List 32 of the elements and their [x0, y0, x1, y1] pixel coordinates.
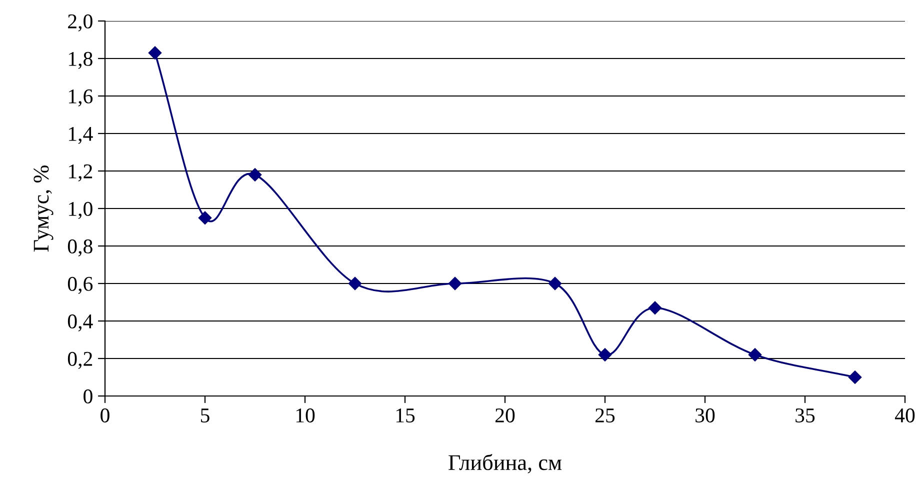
y-tick-label: 1,6: [68, 89, 93, 106]
y-tick-label: 1,8: [68, 52, 92, 69]
point: [548, 276, 562, 290]
x-tick-label: 25: [596, 408, 615, 422]
x-tick-label: 15: [396, 408, 415, 422]
x-tick-label: 5: [201, 408, 210, 422]
point: [148, 46, 162, 60]
point: [348, 276, 362, 290]
y-tick-label: 0,2: [68, 352, 92, 369]
y-tick-label: 1,4: [68, 126, 93, 144]
point: [648, 301, 662, 314]
x-tick-label: 0: [100, 408, 110, 422]
point: [198, 211, 212, 224]
y-tick-label: 1,0: [68, 202, 92, 219]
y-tick-label: 1,2: [68, 164, 92, 182]
x-tick-label: 40: [894, 408, 915, 422]
point: [248, 168, 262, 182]
y-tick-label: 0: [84, 389, 92, 404]
y-axis-title: Гумус, %: [34, 166, 54, 252]
point: [598, 348, 612, 362]
y-tick-label: 0,8: [68, 239, 92, 256]
y-tick-label: 0,4: [68, 314, 93, 332]
point: [448, 276, 462, 290]
x-tick-label: 20: [496, 408, 515, 422]
x-tick-label: 30: [696, 408, 715, 422]
point: [748, 348, 762, 362]
y-tick-label: 0,6: [68, 276, 93, 294]
point: [848, 370, 862, 384]
x-tick-label: 10: [296, 408, 315, 422]
x-axis-title: Глибина, см: [448, 454, 562, 474]
y-tick-label: 2,0: [68, 14, 92, 32]
x-tick-label: 35: [796, 408, 815, 422]
